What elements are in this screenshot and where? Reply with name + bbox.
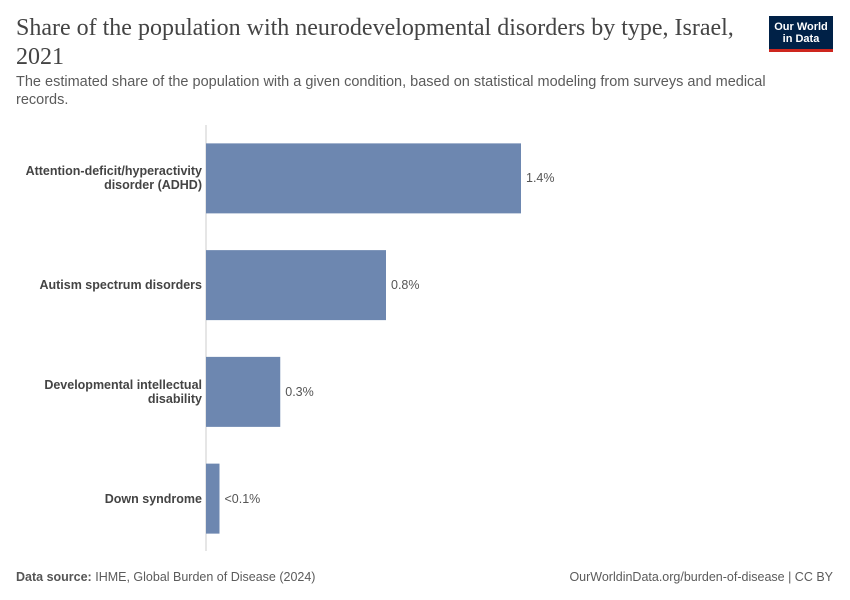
source: Data source: IHME, Global Burden of Dise… bbox=[16, 570, 315, 584]
value-label: 1.4% bbox=[526, 171, 555, 186]
category-label: Autism spectrum disorders bbox=[39, 278, 202, 293]
chart-title: Share of the population with neurodevelo… bbox=[16, 15, 734, 70]
license[interactable]: OurWorldinData.org/burden-of-disease | C… bbox=[569, 570, 833, 584]
bar bbox=[206, 463, 220, 534]
value-label: <0.1% bbox=[224, 491, 261, 506]
value-label: 0.8% bbox=[391, 278, 420, 293]
logo-text: in Data bbox=[782, 33, 820, 45]
bar bbox=[206, 250, 386, 321]
bar bbox=[206, 356, 281, 427]
logo[interactable]: Our World in Data bbox=[769, 16, 833, 52]
logo-text: Our World bbox=[774, 21, 828, 33]
category-label: Down syndrome bbox=[104, 491, 202, 506]
source-label: Data source: bbox=[16, 570, 92, 584]
source-text: IHME, Global Burden of Disease (2024) bbox=[95, 570, 316, 584]
bar bbox=[206, 143, 521, 214]
chart-subtitle: The estimated share of the population wi… bbox=[16, 74, 766, 108]
value-label: 0.3% bbox=[285, 384, 314, 399]
category-label: Developmental intellectual disability bbox=[44, 377, 202, 406]
category-label: Attention-deficit/hyperactivity disorder… bbox=[25, 164, 202, 193]
